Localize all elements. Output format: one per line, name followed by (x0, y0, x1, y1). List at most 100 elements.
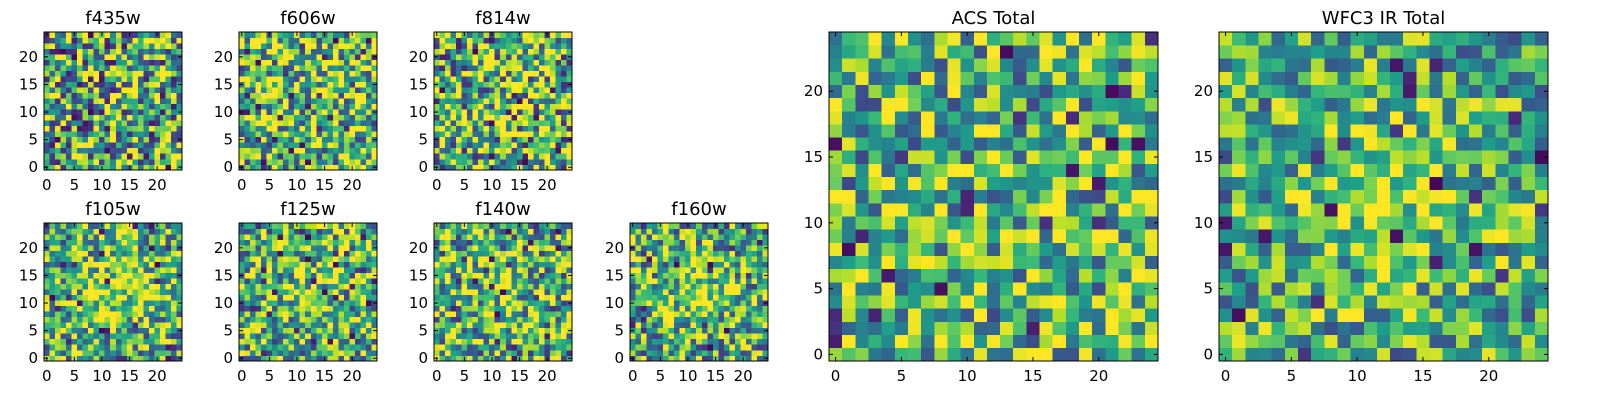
heatmap-cell (360, 158, 367, 165)
heatmap-cell (283, 305, 289, 312)
heatmap-cell (321, 76, 328, 82)
heatmap-cell (718, 234, 725, 240)
heatmap-cell (349, 289, 356, 296)
heatmap-cell (489, 76, 496, 82)
heatmap-cell (283, 228, 289, 235)
heatmap-cell (115, 37, 122, 44)
heatmap-cell (450, 54, 457, 60)
heatmap-cell (544, 59, 551, 66)
heatmap-cell (472, 327, 479, 334)
heatmap-cell (305, 228, 312, 235)
heatmap-cell (294, 234, 301, 240)
heatmap-cell (261, 267, 267, 273)
heatmap-cell (261, 300, 267, 307)
heatmap-cell (522, 142, 529, 149)
heatmap-cell (159, 344, 166, 351)
heatmap-cell (511, 256, 518, 262)
heatmap-cell (288, 164, 295, 171)
heatmap-cell (450, 92, 457, 99)
heatmap-cell (305, 239, 312, 246)
heatmap-cell (255, 48, 262, 55)
heatmap-cell (467, 120, 473, 127)
heatmap-cell (456, 311, 462, 318)
heatmap-cell (148, 87, 155, 94)
heatmap-cell (310, 261, 317, 268)
heatmap-cell (555, 109, 562, 116)
heatmap-cell (310, 109, 317, 116)
heatmap-cell (489, 305, 496, 312)
heatmap-cell (327, 70, 334, 77)
heatmap-cell (494, 245, 501, 251)
heatmap-cell (566, 228, 573, 235)
heatmap-cell (250, 153, 256, 160)
heatmap-cell (842, 255, 856, 270)
heatmap-cell (483, 81, 490, 88)
heatmap-cell (66, 70, 72, 77)
heatmap-cell (566, 158, 573, 165)
heatmap-cell (365, 316, 372, 323)
heatmap-cell (49, 81, 56, 88)
heatmap-cell (934, 229, 948, 243)
heatmap-cell (921, 229, 935, 243)
heatmap-cell (121, 59, 128, 66)
heatmap-cell (255, 234, 262, 240)
heatmap-cell (332, 333, 339, 340)
heatmap-cell (93, 70, 100, 77)
heatmap-cell (1144, 282, 1159, 296)
heatmap-cell (685, 327, 692, 334)
heatmap-cell (44, 250, 50, 257)
heatmap-cell (718, 256, 725, 262)
heatmap-cell (55, 32, 61, 38)
heatmap-cell (868, 150, 882, 164)
heatmap-cell (332, 92, 339, 99)
heatmap-cell (439, 283, 446, 290)
heatmap-cell (316, 147, 323, 154)
heatmap-cell (305, 70, 312, 77)
heatmap-cell (566, 283, 573, 290)
heatmap-cell (126, 76, 133, 82)
heatmap-cell (294, 59, 301, 66)
heatmap-cell (77, 228, 83, 235)
heatmap-cell (756, 261, 763, 268)
heatmap-cell (657, 239, 664, 246)
heatmap-cell (1144, 176, 1159, 191)
heatmap-cell (663, 311, 669, 318)
heatmap-cell (555, 103, 562, 110)
heatmap-cell (533, 76, 540, 82)
heatmap-cell (494, 223, 501, 229)
heatmap-cell (82, 300, 89, 307)
heatmap-cell (321, 70, 328, 77)
heatmap-cell (434, 278, 440, 285)
heatmap-cell (1065, 163, 1080, 178)
heatmap-cell (250, 32, 256, 38)
heatmap-cell (310, 311, 317, 318)
heatmap-cell (71, 294, 78, 301)
heatmap-cell (450, 349, 457, 356)
heatmap-cell (354, 289, 361, 296)
heatmap-cell (272, 158, 278, 165)
heatmap-cell (288, 48, 295, 55)
heatmap-cell (445, 256, 451, 262)
heatmap-cell (674, 245, 680, 251)
heatmap-cell (49, 103, 56, 110)
heatmap-cell (88, 164, 94, 171)
heatmap-cell (126, 278, 133, 285)
heatmap-cell (439, 239, 446, 246)
heatmap-cell (1065, 308, 1080, 322)
heatmap-cell (255, 92, 262, 99)
heatmap-cell (316, 294, 323, 301)
heatmap-cell (132, 272, 139, 279)
heatmap-cell (494, 32, 501, 38)
heatmap-cell (450, 338, 457, 345)
heatmap-cell (283, 338, 289, 345)
heatmap-cell (99, 87, 106, 94)
heatmap-cell (310, 327, 317, 334)
heatmap-cell (630, 344, 636, 351)
heatmap-cell (288, 54, 295, 60)
heatmap-cell (842, 163, 856, 178)
heatmap-cell (49, 223, 56, 229)
heatmap-cell (533, 59, 540, 66)
heatmap-cell (332, 344, 339, 351)
heatmap-cell (829, 321, 843, 335)
